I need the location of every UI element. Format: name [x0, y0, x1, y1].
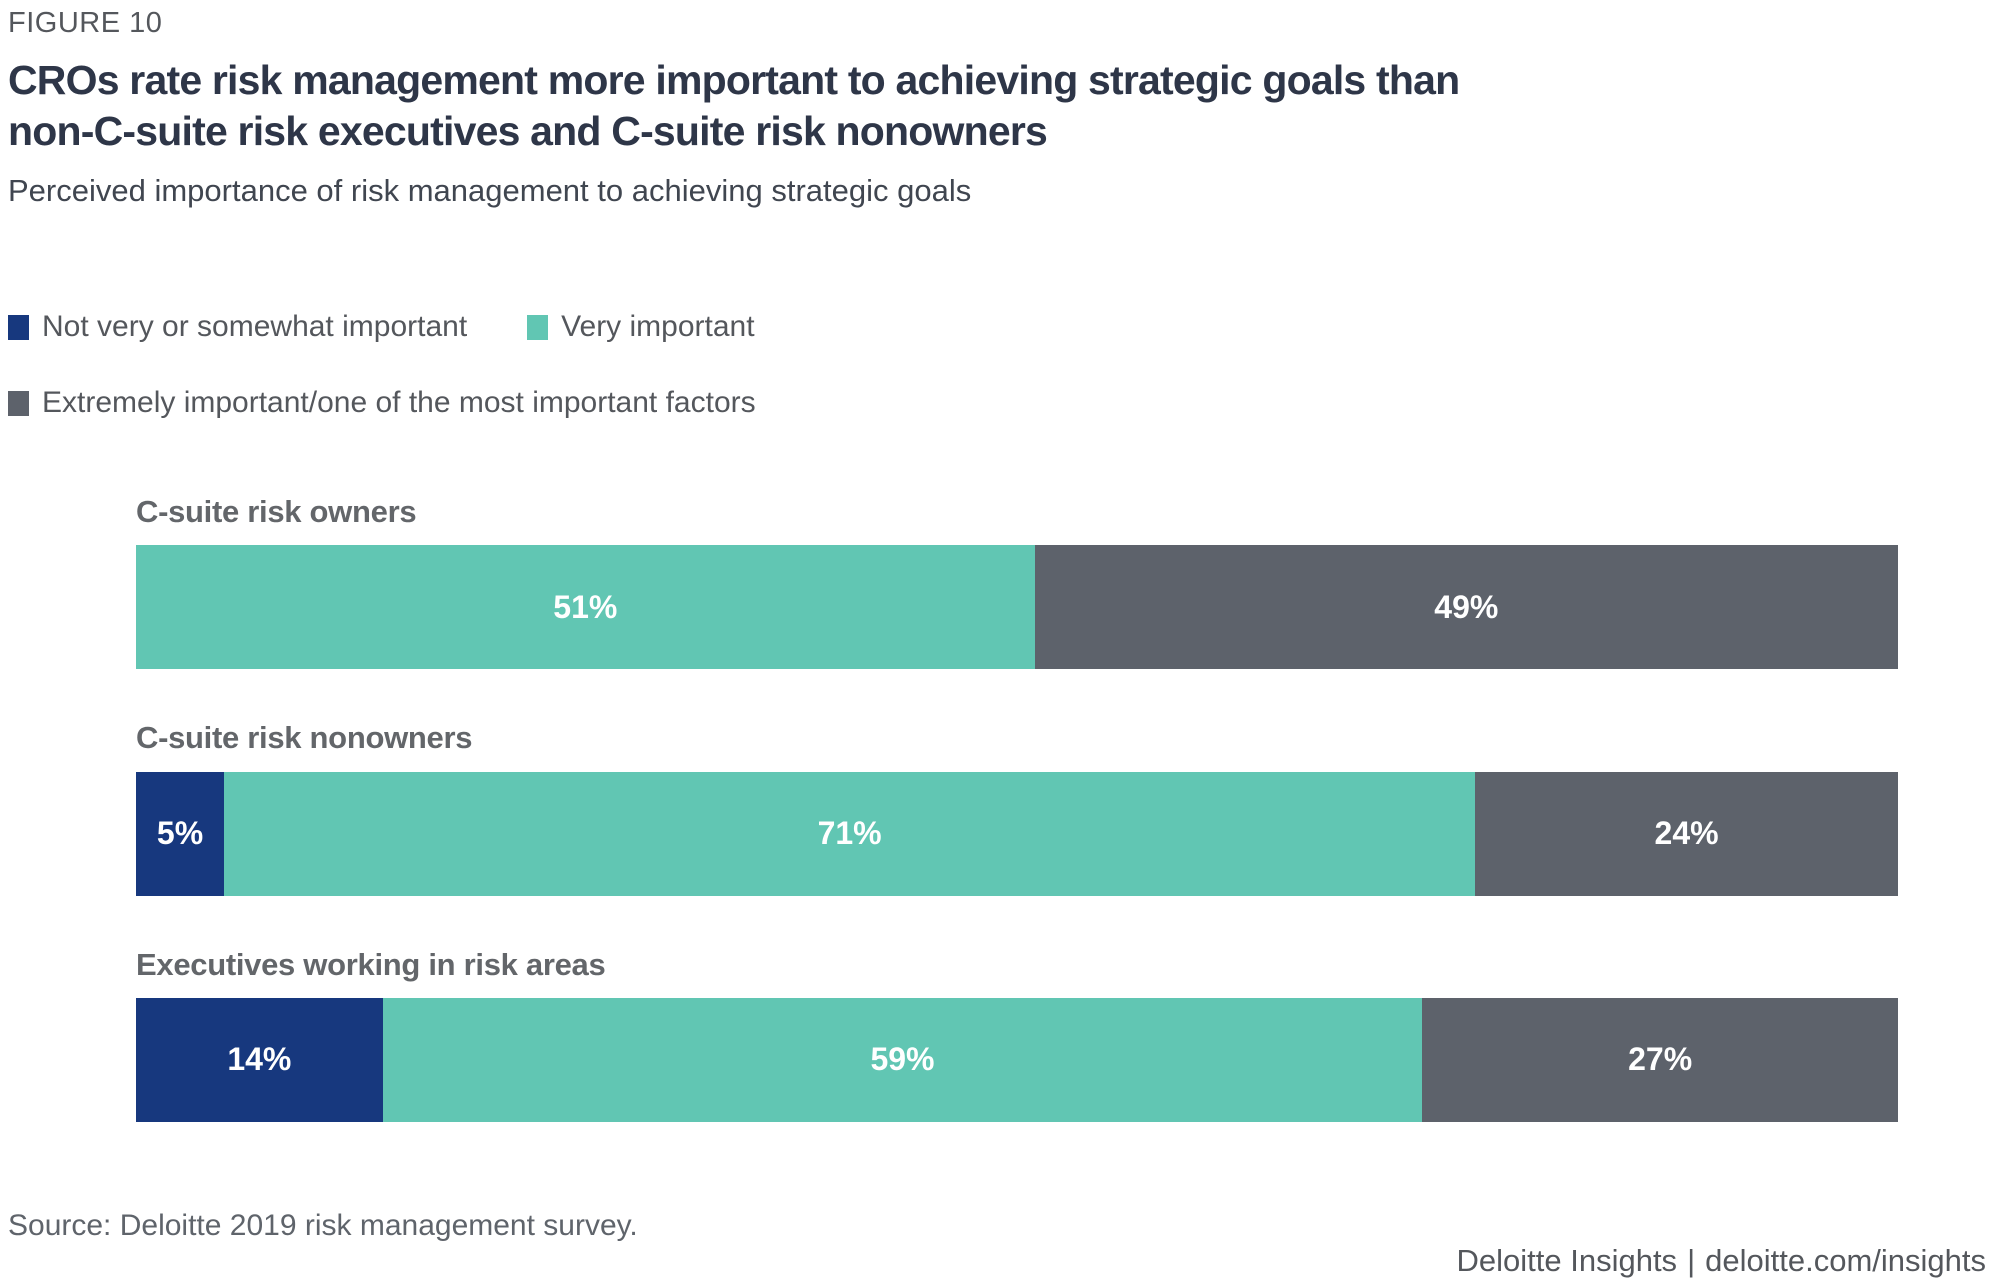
legend-swatch [527, 314, 549, 340]
bar-value-label: 27% [1628, 1041, 1693, 1078]
bar-value-label: 51% [553, 588, 618, 625]
legend-item: Not very or somewhat important [8, 310, 467, 344]
bar-segment: 14% [136, 997, 383, 1122]
chart-subtitle: Perceived importance of risk management … [8, 173, 972, 209]
bar-segment: 71% [224, 771, 1476, 896]
bar-segment: 24% [1475, 771, 1898, 896]
chart-title: CROs rate risk management more important… [8, 55, 1986, 158]
legend-label: Very important [561, 310, 755, 344]
bar-group: C-suite risk owners 51% 49% [136, 493, 1898, 670]
figure: FIGURE 10 CROs rate risk management more… [8, 6, 1986, 1278]
legend: Not very or somewhat important Very impor… [8, 309, 1986, 421]
footer-brand: Deloitte Insights [1456, 1243, 1678, 1278]
footer-separator: | [1687, 1243, 1696, 1278]
bar-group-label: Executives working in risk areas [136, 946, 606, 982]
legend-swatch [8, 314, 29, 340]
bar-segment: 27% [1422, 997, 1898, 1122]
legend-row-2: Extremely important/one of the most impo… [8, 385, 1986, 421]
stacked-bar: 14% 59% 27% [136, 997, 1898, 1122]
stacked-bar: 51% 49% [136, 545, 1898, 670]
chart-title-line-2: non-C-suite risk executives and C-suite … [8, 108, 1048, 155]
legend-row-1: Not very or somewhat important Very impor… [8, 309, 1986, 345]
chart-title-line-1: CROs rate risk management more important… [8, 56, 1460, 103]
bar-value-label: 5% [156, 815, 204, 852]
bar-segment: 49% [1034, 545, 1898, 670]
bar-group-label: C-suite risk nonowners [136, 720, 473, 756]
legend-label: Not very or somewhat important [42, 310, 468, 344]
bar-group-label: C-suite risk owners [136, 494, 417, 530]
legend-label: Extremely important/one of the most impo… [42, 386, 756, 420]
legend-item: Extremely important/one of the most impo… [8, 386, 756, 420]
bar-group: C-suite risk nonowners 5% 71% 24% [136, 719, 1898, 896]
bar-value-label: 14% [227, 1041, 292, 1078]
bar-value-label: 49% [1434, 588, 1499, 625]
stacked-bar: 5% 71% 24% [136, 771, 1898, 896]
legend-item: Very important [527, 310, 755, 344]
bar-value-label: 59% [870, 1041, 935, 1078]
bar-segment: 59% [382, 997, 1423, 1122]
bar-segment: 51% [136, 545, 1035, 670]
bar-value-label: 71% [817, 815, 882, 852]
figure-label: FIGURE 10 [8, 7, 163, 39]
bar-value-label: 24% [1654, 815, 1719, 852]
legend-swatch [8, 390, 29, 416]
footer-link: deloitte.com/insights [1705, 1243, 1986, 1278]
bar-group: Executives working in risk areas 14% 59% 27… [136, 946, 1898, 1122]
source-text: Source: Deloitte 2019 risk management su… [8, 1208, 638, 1242]
footer: Deloitte Insights | deloitte.com/insights [1457, 1243, 1987, 1279]
bar-chart: C-suite risk owners 51% 49% C-suite risk no… [136, 493, 1898, 1122]
bar-segment: 5% [136, 771, 225, 896]
